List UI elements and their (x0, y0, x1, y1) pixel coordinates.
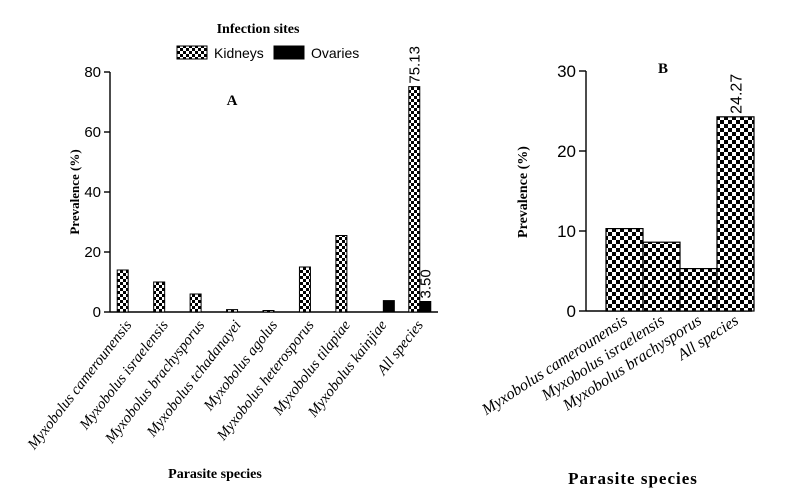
chart-b-y-tick-label: 0 (567, 302, 576, 321)
chart-b-bar-all-species (716, 116, 755, 312)
legend-label-kidneys: Kidneys (214, 45, 264, 61)
chart-a-bar-kidneys-myxobolus-tchadanayei (226, 309, 239, 313)
chart-a-panel-label: A (227, 93, 238, 109)
chart-a-y-ticks: 0 20 40 60 80 (84, 64, 110, 321)
legend: Infection sites Kidneys Ovaries (176, 22, 359, 61)
chart-a-bar-kidneys-all-species (408, 86, 421, 313)
chart-b: 0 10 20 30 Myxobolus camerounensisMyxobolus… (478, 61, 755, 488)
chart-a-data-label: 75.13 (406, 46, 423, 84)
legend-swatch-kidneys (176, 45, 208, 60)
chart-b-y-axis-title: Prevalence (%) (516, 146, 531, 238)
chart-a-data-labels: 75.13 3.50 (406, 46, 434, 298)
chart-a-y-tick-label: 40 (84, 184, 101, 201)
chart-a-bar-ovaries-myxobolus-kainjiae (382, 300, 395, 313)
chart-a-x-axis-title: Parasite species (168, 467, 262, 482)
legend-title: Infection sites (217, 22, 300, 37)
chart-a-bar-kidneys-myxobolus-heterosporus (298, 266, 311, 313)
chart-b-y-tick-label: 10 (557, 222, 576, 241)
legend-swatch-ovaries (273, 45, 305, 60)
chart-b-x-tick-label: Myxobolus camerounensis (478, 312, 630, 419)
chart-b-bars (605, 116, 755, 312)
chart-a-bar-kidneys-myxobolus-israelensis (153, 281, 166, 313)
chart-a-y-axis-title: Prevalence (%) (67, 149, 82, 234)
chart-a-y-tick-label: 80 (84, 64, 101, 81)
chart-b-panel-label: B (658, 61, 668, 77)
chart-a-bar-kidneys-myxobolus-brachysporus (189, 293, 202, 313)
chart-a-bar-kidneys-myxobolus-agolus (262, 310, 275, 313)
legend-label-ovaries: Ovaries (311, 45, 359, 61)
chart-a-bar-kidneys-myxobolus-tilapiae (335, 235, 348, 313)
chart-b-bar-myxobolus-camerounensis (605, 228, 644, 312)
chart-a-y-tick-label: 0 (93, 304, 101, 321)
chart-b-data-label: 24.27 (729, 74, 746, 114)
chart-b-y-tick-label: 20 (557, 142, 576, 161)
chart-b-bar-myxobolus-israelensis (642, 241, 681, 312)
chart-b-data-labels: 24.27 (729, 74, 746, 114)
chart-b-y-tick-label: 30 (557, 62, 576, 81)
chart-a-bars (116, 86, 432, 313)
chart-a: 0 20 40 60 80 Myxobolus camerounensisMyxobol… (24, 46, 438, 482)
chart-a-y-tick-label: 60 (84, 124, 101, 141)
chart-a-y-tick-label: 20 (84, 244, 101, 261)
chart-a-bar-kidneys-myxobolus-camerounensis (116, 269, 129, 313)
chart-a-data-label: 3.50 (417, 269, 434, 298)
chart-a-bar-ovaries-all-species (419, 301, 432, 313)
chart-b-y-ticks: 0 10 20 30 (557, 62, 586, 321)
chart-b-x-axis-title: Parasite species (568, 469, 698, 488)
chart-b-bar-myxobolus-brachysporus (679, 268, 718, 312)
